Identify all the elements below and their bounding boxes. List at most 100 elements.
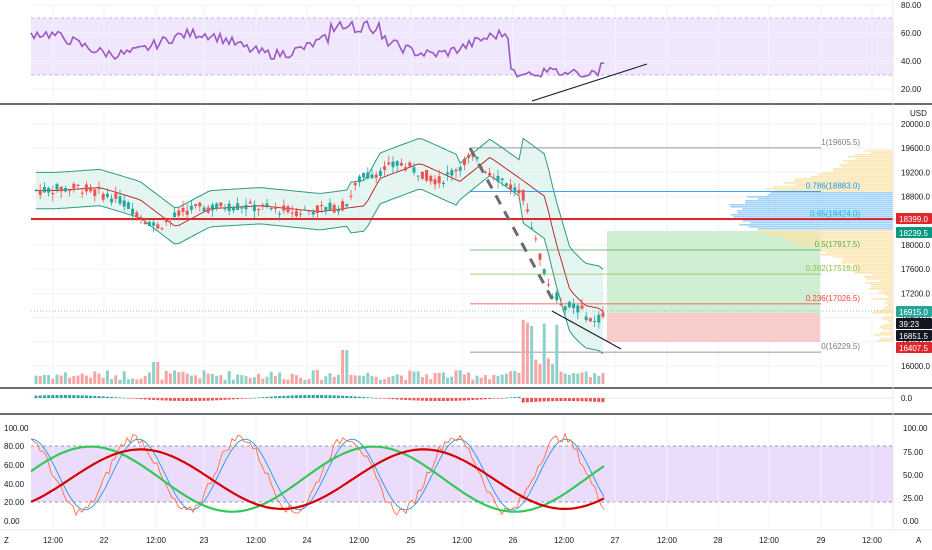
volume-bar [492,374,496,384]
stoch-tick-right: 0.00 [903,517,919,526]
macd-bar [198,398,202,401]
macd-bar [114,397,118,398]
volume-profile-row [757,198,893,200]
volume-profile-row [748,226,893,228]
volume-profile-row [855,158,893,160]
macd-bar [181,398,185,401]
macd-bar [248,398,252,399]
candle [303,205,307,211]
macd-bar [538,398,542,402]
volume-bar [542,323,546,384]
volume-bar [500,374,504,384]
volume-bar [496,375,500,384]
dashed-trendline[interactable] [468,147,558,307]
volume-bar [194,375,198,384]
volume-profile-row [838,164,893,166]
fib-level[interactable]: 1(19605.5) [470,138,860,149]
rsi-trendline[interactable] [531,63,648,102]
macd-bar [534,398,538,402]
price-tag: 39:23 [896,318,932,329]
volume-bar [420,377,424,384]
macd-bar [399,398,403,400]
price-pane[interactable]: 1(19605.5) 0.786(18883.0) 0.65(18424.0) 0.5… [31,106,932,386]
position-loss-zone[interactable] [607,313,820,342]
volume-profile-row [841,166,893,168]
candle [525,203,529,214]
macd-bar [122,397,126,399]
volume-profile-row [758,228,893,230]
macd-bar [425,398,429,401]
volume-profile-row [811,246,893,248]
volume-profile-row [747,196,893,198]
macd-bar [143,398,147,400]
candle [576,303,580,320]
candle [542,268,546,276]
time-axis[interactable]: Z 12:00 22 12:00 23 12:00 24 12:00 25 12:00 26 12:0… [4,536,922,545]
candle [248,198,252,205]
volume-profile-row [883,324,893,326]
macd-bar [219,398,223,401]
macd-bar [601,398,605,403]
svg-text:0(16229.5): 0(16229.5) [821,342,860,351]
fib-level[interactable]: 0.382(17519.0) [470,264,860,275]
position-profit-zone[interactable] [607,231,820,313]
volume-bar [374,376,378,384]
volume-bar [378,379,382,384]
bollinger-basis [36,157,604,312]
macd-pane[interactable]: 0.0 [31,394,913,403]
candle [210,202,214,217]
macd-bar [47,395,51,398]
macd-bar [299,395,303,398]
volume-profile-row [847,162,893,164]
volume-profile-row [783,182,893,184]
volume-bar [160,379,164,384]
stoch-pane[interactable]: 100.00 80.00 60.00 40.00 20.00 0.00 100.00 75.0… [4,416,928,528]
macd-bar [168,398,172,401]
volume-profile-row [739,224,893,226]
fib-level[interactable]: 0.236(17026.5) [470,294,860,305]
volume-bar [538,363,542,384]
volume-bar [345,350,349,384]
volume-profile-row [819,248,893,250]
volume-bar [139,378,143,384]
candle [378,167,382,180]
volume-profile-row [788,240,893,242]
volume-bar [185,373,189,384]
fib-level[interactable]: 0.5(17917.5) [470,240,861,251]
candle [282,199,286,214]
volume-bar [164,370,168,384]
channel-trendline[interactable] [551,310,622,350]
volume-profile-row [810,176,893,178]
candle [51,186,55,202]
candle [580,298,584,310]
svg-text:0.5(17917.5): 0.5(17917.5) [815,240,861,249]
stoch-k-line [30,432,605,517]
volume-profile-row [880,290,893,292]
candle [462,156,466,171]
fib-level[interactable]: 0.786(18883.0) [470,182,860,192]
candle [244,198,248,217]
candle [488,167,492,177]
candle [588,317,592,323]
volume-bar [294,375,298,384]
rsi-pane[interactable]: 80.00 60.00 40.00 20.00 [30,1,922,102]
candle [278,210,282,221]
candle [294,207,298,218]
volume-profile-row [854,154,893,156]
svg-text:16407.5: 16407.5 [899,344,928,353]
volume-profile [729,150,893,342]
volume-bar [408,370,412,384]
candle [168,217,172,227]
price-tag: 16915.0 [896,306,932,317]
macd-bar [567,398,571,402]
volume-bar [286,379,290,384]
price-tick: 16000.0 [901,362,930,371]
volume-bar [114,375,118,384]
volume-bar [370,376,374,384]
volume-bar [198,378,202,384]
macd-bar [55,395,59,398]
candle [42,182,46,193]
macd-bar [525,398,529,403]
volume-profile-row [795,178,893,180]
